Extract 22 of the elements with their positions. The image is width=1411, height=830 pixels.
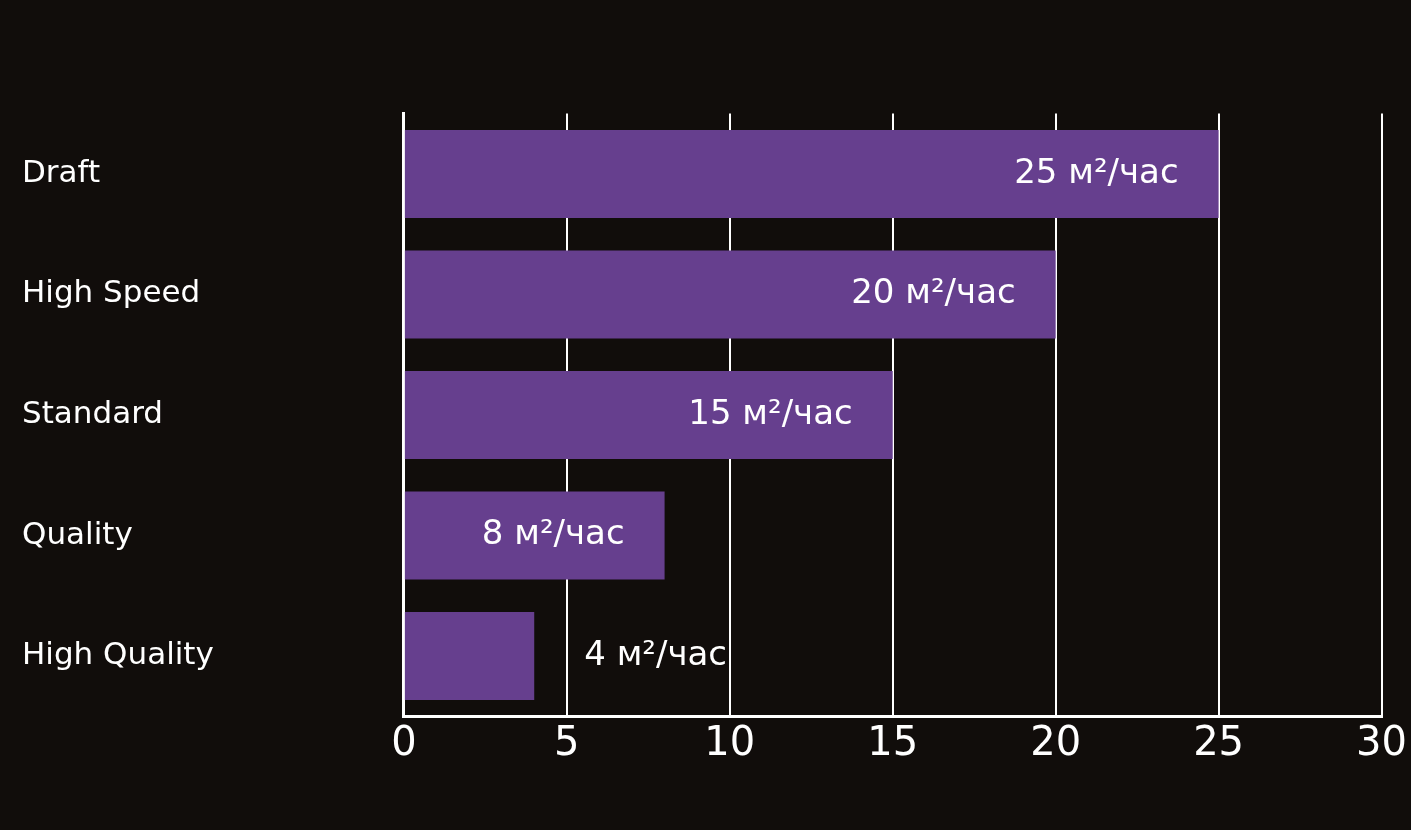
x-tick-label: 25	[1193, 717, 1245, 764]
y-tick-label: Draft	[22, 152, 101, 189]
y-tick-label: High Speed	[22, 273, 201, 310]
data-label: 25 м²/час	[1014, 150, 1179, 191]
data-label: 20 м²/час	[851, 271, 1016, 312]
data-label: 15 м²/час	[688, 391, 853, 432]
bar	[404, 612, 535, 701]
bar	[404, 129, 1219, 218]
x-tick-label: 0	[391, 717, 417, 764]
y-tick-label: Standard	[22, 394, 164, 431]
x-tick-label: 20	[1030, 717, 1082, 764]
x-tick-label: 10	[704, 717, 756, 764]
data-label: 8 м²/час	[481, 512, 625, 553]
data-label: 4 м²/час	[584, 632, 728, 673]
bar	[404, 491, 665, 580]
x-tick-label: 30	[1356, 717, 1407, 764]
bar	[404, 250, 1056, 339]
x-tick-label: 5	[554, 717, 580, 764]
bar	[404, 371, 893, 459]
y-tick-label: Quality	[22, 514, 133, 551]
x-tick-label: 15	[867, 717, 919, 764]
y-tick-label: High Quality	[22, 635, 214, 672]
